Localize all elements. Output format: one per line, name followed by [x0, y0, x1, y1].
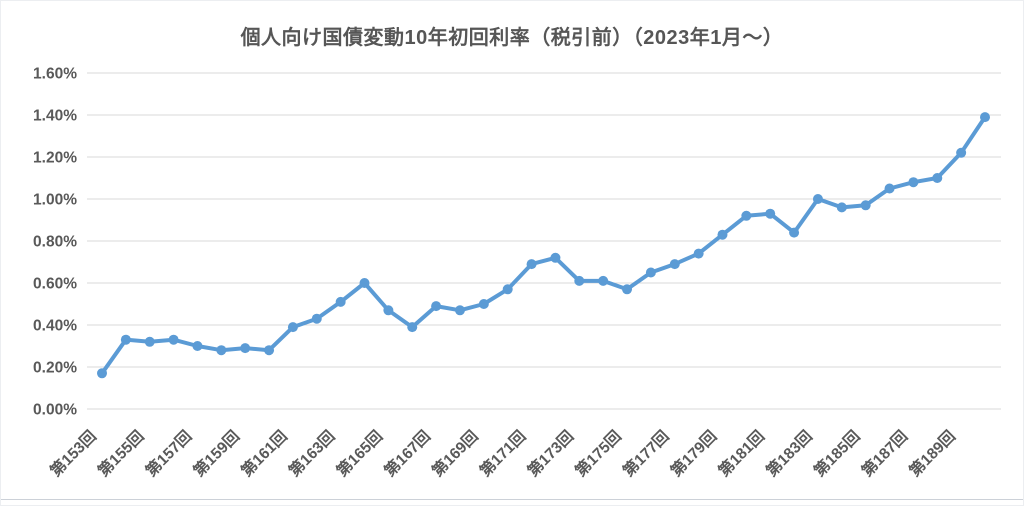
y-axis-tick-label: 0.40%	[33, 318, 77, 335]
x-axis-tick-label: 第187回	[857, 426, 911, 480]
x-axis-tick-label-text: 第165回	[332, 426, 386, 480]
data-point-marker	[741, 210, 752, 221]
x-axis-tick-label-text: 第167回	[380, 426, 434, 480]
x-axis-tick-label: 第185回	[809, 426, 863, 480]
x-axis-tick-label-text: 第169回	[427, 426, 481, 480]
data-point-marker	[478, 299, 489, 309]
data-point-marker	[550, 252, 561, 263]
data-point-marker	[932, 173, 943, 183]
x-axis-tick-label: 第167回	[380, 426, 434, 480]
x-axis-tick-label-text: 第159回	[189, 426, 243, 480]
data-point-marker	[884, 183, 895, 194]
data-point-marker	[860, 200, 871, 211]
x-axis-tick-label: 第163回	[284, 426, 338, 480]
x-axis-tick-label-text: 第155回	[93, 426, 147, 480]
y-axis-tick-label: 1.20%	[33, 150, 77, 167]
x-axis-tick-label: 第171回	[475, 426, 529, 480]
x-axis-tick-label: 第175回	[570, 426, 624, 480]
x-axis-tick-label: 第159回	[189, 426, 243, 480]
data-point-marker	[216, 345, 227, 356]
x-axis-tick-label: 第183回	[761, 426, 815, 480]
data-point-marker	[168, 334, 179, 345]
data-point-marker	[622, 284, 633, 295]
x-axis-tick-label: 第189回	[905, 426, 959, 480]
data-point-marker	[574, 275, 585, 286]
x-axis-tick-label: 第179回	[666, 426, 720, 480]
x-axis-tick-label: 第155回	[93, 426, 147, 480]
data-point-marker	[526, 259, 537, 270]
y-axis-tick-label: 0.00%	[33, 402, 77, 419]
y-axis-tick-label: 0.80%	[33, 234, 77, 251]
data-point-marker	[956, 147, 967, 158]
data-point-marker	[836, 202, 847, 213]
window-bottom-edge	[1, 499, 1023, 500]
data-point-marker	[502, 284, 513, 295]
x-axis-tick-label: 第169回	[427, 426, 481, 480]
data-point-marker	[693, 248, 704, 259]
data-point-marker	[311, 313, 322, 324]
x-axis-tick-label: 第181回	[714, 426, 768, 480]
data-point-marker	[645, 267, 656, 278]
x-axis-tick-label: 第173回	[523, 426, 577, 480]
x-axis-tick-label-text: 第185回	[809, 426, 863, 480]
data-point-marker	[812, 194, 823, 204]
data-point-marker	[359, 278, 370, 288]
data-point-marker	[407, 322, 418, 333]
x-axis-tick-label-text: 第163回	[284, 426, 338, 480]
y-axis-tick-label: 1.60%	[33, 66, 77, 83]
x-axis-tick-label-text: 第189回	[905, 426, 959, 480]
data-point-marker	[240, 343, 251, 354]
x-axis-tick-label: 第153回	[45, 426, 99, 480]
y-axis-tick-label: 0.60%	[33, 276, 77, 293]
data-point-marker	[669, 259, 680, 270]
x-axis-tick-label: 第161回	[236, 426, 290, 480]
data-point-marker	[908, 177, 919, 188]
x-axis-tick-label-text: 第175回	[570, 426, 624, 480]
data-point-marker	[383, 305, 394, 316]
x-axis-tick-label-text: 第179回	[666, 426, 720, 480]
y-axis-tick-label: 1.40%	[33, 108, 77, 125]
series-line	[100, 115, 987, 376]
data-point-marker	[335, 296, 346, 307]
x-axis-tick-label-text: 第181回	[714, 426, 768, 480]
data-point-marker	[120, 334, 131, 345]
x-axis-tick-label-text: 第161回	[236, 426, 290, 480]
data-point-marker	[454, 305, 465, 316]
data-point-marker	[717, 229, 728, 240]
data-point-marker	[431, 301, 442, 312]
data-point-marker	[97, 368, 107, 379]
data-point-marker	[980, 112, 990, 123]
data-point-marker	[598, 275, 609, 286]
data-point-marker	[789, 227, 800, 238]
data-point-marker	[192, 341, 203, 351]
data-point-marker	[264, 345, 275, 356]
x-axis-tick-label-text: 第153回	[45, 426, 99, 480]
x-axis-tick-label-text: 第157回	[141, 426, 195, 480]
y-axis-tick-label: 1.00%	[33, 192, 77, 209]
x-axis-tick-label-text: 第171回	[475, 426, 529, 480]
x-axis-tick-label: 第157回	[141, 426, 195, 480]
x-axis-tick-label: 第165回	[332, 426, 386, 480]
x-axis-tick-label-text: 第183回	[761, 426, 815, 480]
x-axis-tick-label: 第177回	[618, 426, 672, 480]
x-axis-tick-label-text: 第177回	[618, 426, 672, 480]
data-point-marker	[144, 336, 155, 347]
data-point-marker	[287, 322, 298, 333]
x-axis-tick-label-text: 第173回	[523, 426, 577, 480]
chart-title: 個人向け国債変動10年初回利率（税引前）（2023年1月～）	[240, 27, 784, 49]
y-axis-tick-label: 0.20%	[33, 360, 77, 377]
data-point-marker	[765, 208, 776, 219]
x-axis-tick-label-text: 第187回	[857, 426, 911, 480]
